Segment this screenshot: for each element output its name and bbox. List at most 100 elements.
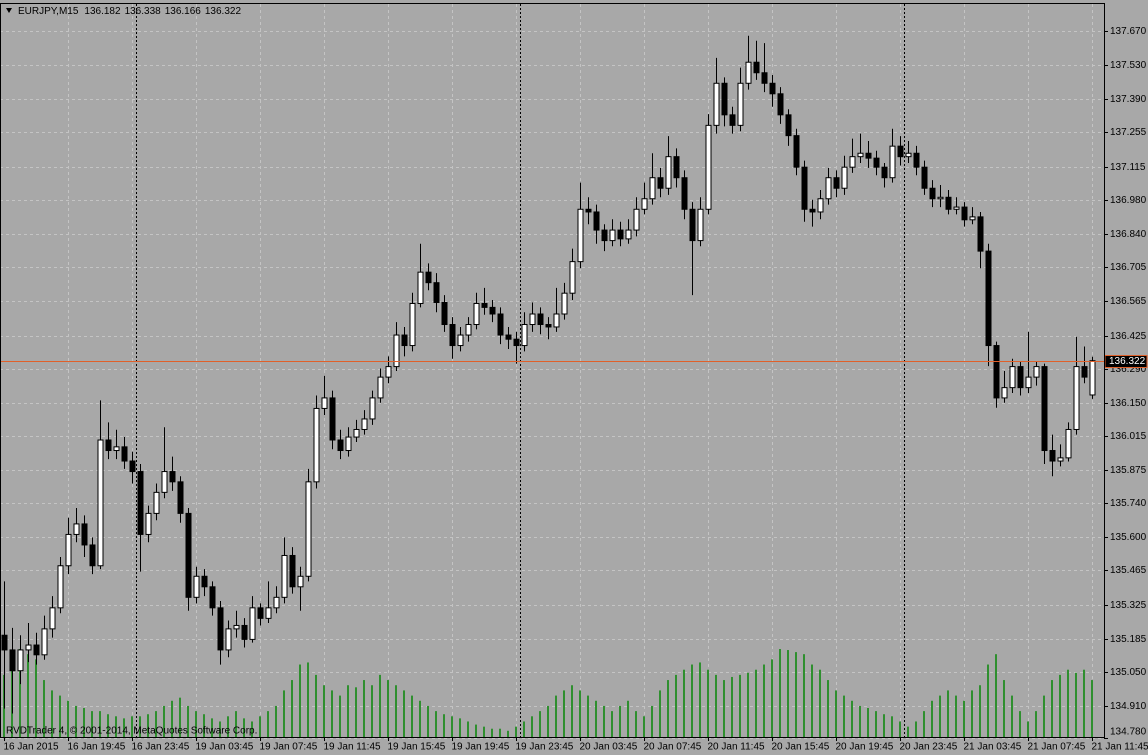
volume-bar [195, 711, 197, 737]
x-tick-label: 20 Jan 03:45 [580, 742, 638, 753]
volume-bar [443, 714, 445, 737]
candle-body [1065, 428, 1072, 459]
volume-bar [19, 649, 21, 737]
volume-bar [363, 680, 365, 737]
candle-body [417, 271, 424, 304]
volume-bar [715, 674, 717, 737]
candle-body [265, 607, 272, 619]
candle-body [649, 177, 656, 200]
candle-body [257, 607, 264, 619]
volume-bar [827, 680, 829, 737]
candle-body [313, 407, 320, 483]
candle-body [969, 216, 976, 221]
candle-body [593, 211, 600, 231]
volume-bar [835, 690, 837, 737]
volume-bar [803, 654, 805, 737]
volume-bar [875, 711, 877, 737]
candle-body [1041, 366, 1048, 452]
volume-bar [763, 664, 765, 737]
candle-body [281, 554, 288, 598]
candle-body [57, 565, 64, 609]
volume-bar [1011, 695, 1013, 737]
volume-bar [91, 711, 93, 737]
volume-bar [515, 726, 517, 737]
candle-body [457, 334, 464, 347]
volume-bar [731, 676, 733, 737]
candle-body [921, 166, 928, 189]
candle-body [937, 196, 944, 200]
x-tick-label: 20 Jan 11:45 [708, 742, 766, 753]
candle-body [585, 208, 592, 213]
volume-bar [307, 662, 309, 737]
volume-bar [507, 730, 509, 737]
volume-bar [635, 711, 637, 737]
volume-bar [851, 700, 853, 737]
candle-body [857, 152, 864, 158]
volume-bar [747, 672, 749, 737]
candle-body [305, 481, 312, 577]
volume-bar [603, 705, 605, 737]
candle-body [913, 152, 920, 168]
candle-body [705, 124, 712, 210]
candle-body [873, 157, 880, 168]
volume-bar [155, 711, 157, 737]
candle-body [401, 334, 408, 347]
candle-body [489, 306, 496, 315]
volume-bar [147, 714, 149, 737]
candle-body [521, 324, 528, 347]
volume-bar [131, 716, 133, 737]
volume-bar [995, 654, 997, 737]
volume-bar [387, 680, 389, 737]
volume-bar [531, 716, 533, 737]
volume-bar [419, 700, 421, 737]
volume-bar [427, 705, 429, 737]
menu-arrow[interactable] [6, 8, 12, 13]
candle-body [761, 72, 768, 84]
volume-bar [899, 721, 901, 737]
volume-bar [83, 708, 85, 737]
volume-bar [771, 659, 773, 737]
volume-bar [115, 716, 117, 737]
candle-body [233, 624, 240, 630]
y-tick-label: 136.565 [1110, 296, 1147, 307]
volume-bar [179, 697, 181, 737]
candle-body [977, 216, 984, 252]
candle-body [753, 61, 760, 74]
y-tick-label: 137.530 [1110, 60, 1147, 71]
candle-body [1009, 366, 1016, 389]
candle-body [881, 166, 888, 179]
volume-bar [283, 690, 285, 737]
y-tick-label: 134.780 [1110, 727, 1147, 738]
candle-body [33, 644, 40, 656]
volume-bar [75, 705, 77, 737]
volume-bar [219, 721, 221, 737]
y-tick-label: 137.115 [1110, 162, 1146, 173]
x-tick-label: 19 Jan 03:45 [196, 742, 254, 753]
volume-bar [379, 674, 381, 737]
candle-body [745, 61, 752, 84]
volume-bar [267, 711, 269, 737]
chart-header: EURJPY,M15 136.182 136.338 136.166 136.322 [18, 6, 241, 17]
candle-body [801, 166, 808, 210]
y-tick-label: 136.425 [1110, 331, 1147, 342]
volume-bar [323, 685, 325, 737]
candle-body [713, 82, 720, 126]
candle-body [641, 198, 648, 210]
candle-body [961, 206, 968, 221]
volume-bar [699, 662, 701, 737]
candle-body [385, 366, 392, 378]
candle-body [441, 301, 448, 326]
candle-body [337, 439, 344, 452]
candle-body [25, 644, 32, 651]
candle-body [225, 628, 232, 651]
candle-body [665, 156, 672, 189]
volume-bar [403, 690, 405, 737]
candle-body [409, 302, 416, 347]
grid-layer [0, 4, 1104, 739]
volume-bar [795, 652, 797, 737]
volume-bar [1083, 669, 1085, 737]
volume-bar [739, 674, 741, 737]
y-tick-label: 137.255 [1110, 127, 1147, 138]
